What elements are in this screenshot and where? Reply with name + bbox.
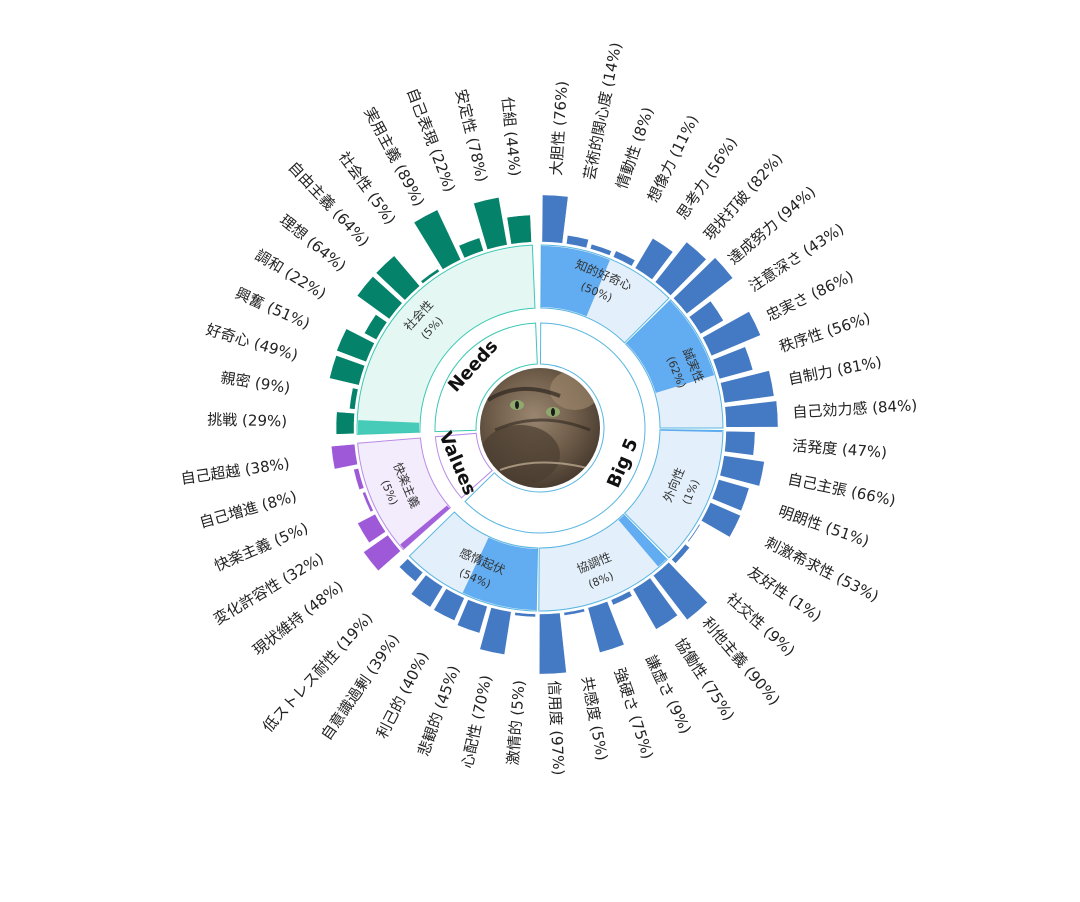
facet-label-激情的: 激情的 (5%) [504, 679, 529, 765]
facet-bar-実用主義[interactable] [413, 209, 462, 270]
facet-bar-芸術的関心度[interactable] [566, 234, 589, 249]
category-fill-誠実性 [626, 300, 715, 393]
facet-bar-激情的[interactable] [514, 612, 536, 618]
facet-label-芸術的関心度: 芸術的関心度 (14%) [580, 41, 625, 182]
ring-separator [421, 309, 659, 547]
center-avatar [480, 368, 600, 488]
facet-label-自己超越: 自己超越 (38%) [180, 454, 291, 487]
facet-bar-社交性[interactable] [671, 543, 690, 564]
facet-bar-自己増進[interactable] [353, 468, 365, 491]
facet-bar-自己効力感[interactable] [724, 400, 779, 428]
facet-bar-現状打破[interactable] [654, 241, 707, 296]
facet-bar-刺激希求性[interactable] [700, 502, 741, 538]
facet-label-共感度: 共感度 (5%) [578, 675, 611, 762]
facet-bar-思考力[interactable] [634, 237, 674, 280]
facet-label-安定性: 安定性 (78%) [452, 87, 491, 183]
facet-bar-興奮[interactable] [336, 328, 375, 363]
facet-bar-明朗性[interactable] [711, 479, 750, 512]
facet-label-情動性: 情動性 (8%) [613, 105, 658, 192]
facet-label-自制力: 自制力 (81%) [787, 353, 884, 389]
facet-bar-自制力[interactable] [720, 370, 775, 404]
category-fill-外向性 [660, 429, 722, 433]
facet-bar-親密[interactable] [349, 387, 359, 410]
facet-bar-情動性[interactable] [589, 243, 612, 256]
group-ring-values [434, 432, 493, 499]
facet-bar-謙虚さ[interactable] [610, 590, 633, 606]
facet-bar-調和[interactable] [363, 314, 388, 341]
facet-bar-挑戦[interactable] [335, 411, 355, 435]
facet-label-大胆性: 大胆性 (76%) [547, 80, 571, 176]
facet-bar-達成努力[interactable] [672, 257, 734, 315]
facet-bar-友好性[interactable] [687, 523, 701, 543]
facet-bar-自己主張[interactable] [719, 455, 765, 487]
facet-label-心配性: 心配性 (70%) [458, 673, 495, 769]
facet-label-親密: 親密 (9%) [219, 369, 291, 398]
facet-bar-大胆性[interactable] [541, 194, 569, 244]
facet-bar-心配性[interactable] [479, 607, 512, 655]
facet-label-秩序性: 秩序性 (56%) [777, 309, 873, 356]
facet-label-挑戦: 挑戦 (29%) [207, 410, 287, 430]
facet-bar-利他主義[interactable] [652, 561, 708, 621]
facet-bar-利己的[interactable] [433, 588, 465, 621]
facet-bar-自意識過剰[interactable] [410, 574, 444, 608]
facet-bar-好奇心[interactable] [329, 355, 366, 386]
facet-label-自己主張: 自己主張 (66%) [786, 470, 897, 510]
facet-bar-仕組[interactable] [506, 214, 532, 245]
facet-bar-社会性[interactable] [420, 268, 440, 284]
facet-label-信用度: 信用度 (97%) [545, 680, 568, 776]
facet-label-強硬さ: 強硬さ (75%) [610, 666, 657, 762]
facet-bar-協働性[interactable] [632, 577, 678, 630]
facet-bar-活発度[interactable] [724, 430, 756, 456]
facet-label-活発度: 活発度 (47%) [792, 437, 888, 462]
facet-label-好奇心: 好奇心 (49%) [204, 320, 300, 364]
facet-bar-自己表現[interactable] [458, 237, 484, 259]
facet-bar-信用度[interactable] [539, 612, 567, 675]
facet-label-仕組: 仕組 (44%) [498, 96, 524, 177]
facet-bar-秩序性[interactable] [712, 346, 754, 380]
facet-bar-共感度[interactable] [563, 608, 586, 616]
facet-bar-想像力[interactable] [612, 250, 636, 267]
category-fill-快楽主義 [400, 505, 450, 549]
facet-label-自己増進: 自己増進 (8%) [197, 487, 298, 531]
facet-bar-自由主義[interactable] [375, 255, 421, 301]
category-fill-感情起伏 [462, 537, 538, 610]
facet-label-興奮: 興奮 (51%) [232, 284, 312, 333]
facet-bar-安定性[interactable] [473, 197, 508, 250]
facet-bar-変化許容性[interactable] [357, 513, 386, 544]
facet-bar-理想[interactable] [356, 276, 403, 320]
facet-bar-現状維持[interactable] [363, 534, 401, 572]
group-ring-big5 [464, 322, 646, 534]
facet-bar-低ストレス耐性[interactable] [398, 558, 424, 582]
facet-bar-快楽主義[interactable] [362, 491, 374, 513]
group-ring-needs [434, 322, 538, 433]
category-arc-社会性 [356, 244, 536, 435]
facet-bar-注意深さ[interactable] [688, 300, 724, 335]
category-arc-外向性 [623, 429, 724, 559]
facet-bar-忠実さ[interactable] [702, 311, 761, 357]
category-fill-社会性 [358, 420, 420, 435]
facet-bar-悲観的[interactable] [456, 599, 488, 634]
facet-bar-強硬さ[interactable] [587, 601, 625, 653]
facet-bar-自己超越[interactable] [330, 443, 358, 470]
facet-label-自己効力感: 自己効力感 (84%) [792, 396, 918, 421]
category-arc-快楽主義 [357, 437, 452, 551]
category-fill-協調性 [618, 515, 667, 567]
category-fill-知的好奇心 [540, 246, 610, 317]
